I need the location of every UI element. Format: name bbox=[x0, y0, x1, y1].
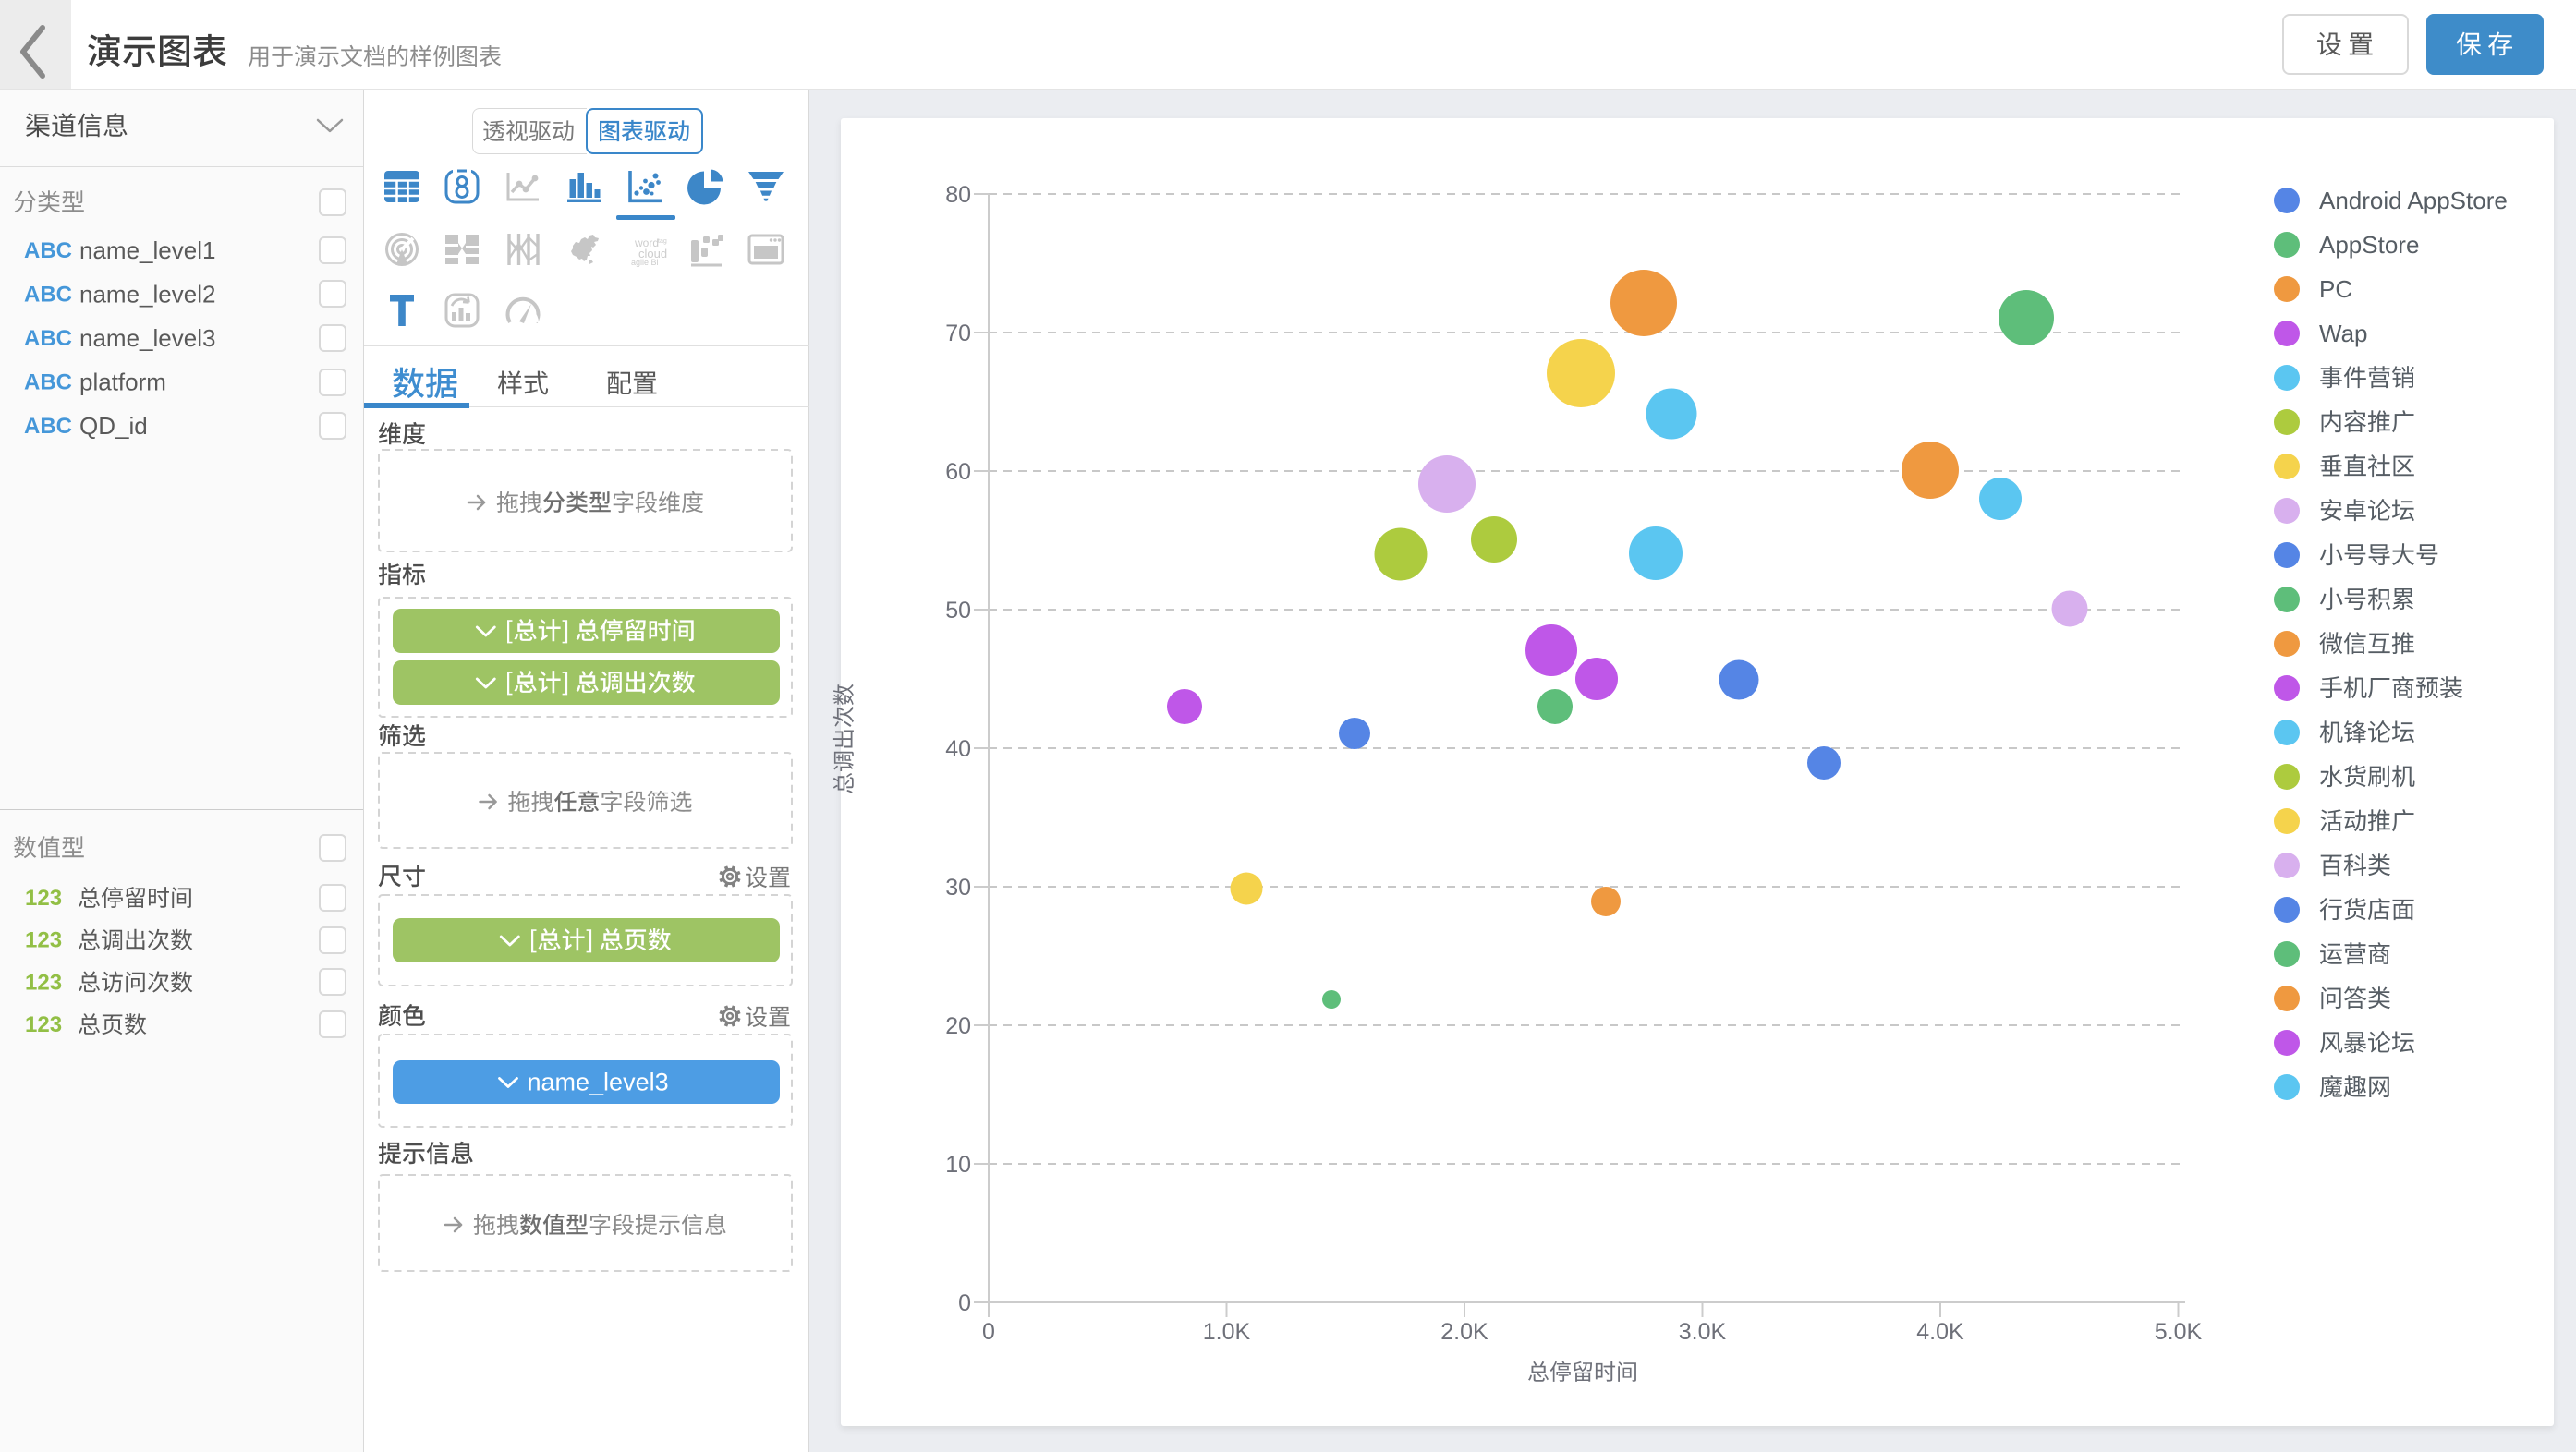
svg-text:name_level2: name_level2 bbox=[79, 281, 215, 309]
svg-text:name_level1: name_level1 bbox=[79, 236, 215, 264]
svg-text:ABC: ABC bbox=[24, 414, 72, 439]
svg-text:QD_id: QD_id bbox=[79, 412, 148, 440]
svg-text:0: 0 bbox=[982, 1319, 995, 1345]
svg-text:tag: tag bbox=[658, 238, 667, 245]
svg-text:2.0K: 2.0K bbox=[1440, 1319, 1488, 1345]
svg-text:4.0K: 4.0K bbox=[1916, 1319, 1964, 1345]
svg-text:123: 123 bbox=[25, 1012, 62, 1037]
svg-text:20: 20 bbox=[945, 1013, 971, 1039]
svg-text:10: 10 bbox=[945, 1152, 971, 1178]
svg-text:ABC: ABC bbox=[24, 238, 72, 263]
svg-text:123: 123 bbox=[25, 886, 62, 911]
svg-text:0: 0 bbox=[958, 1290, 971, 1316]
svg-text:cloud: cloud bbox=[638, 247, 667, 260]
svg-text:30: 30 bbox=[945, 875, 971, 901]
svg-text:Wap: Wap bbox=[2319, 320, 2368, 347]
svg-text:PC: PC bbox=[2319, 275, 2352, 303]
svg-text:50: 50 bbox=[945, 598, 971, 623]
svg-text:name_level3: name_level3 bbox=[528, 1069, 669, 1096]
svg-text:name_level3: name_level3 bbox=[79, 324, 215, 352]
svg-text:60: 60 bbox=[945, 459, 971, 485]
svg-text:Android AppStore: Android AppStore bbox=[2319, 187, 2508, 214]
svg-text:1.0K: 1.0K bbox=[1203, 1319, 1251, 1345]
svg-text:80: 80 bbox=[945, 182, 971, 208]
svg-text:123: 123 bbox=[25, 928, 62, 953]
svg-text:ABC: ABC bbox=[24, 283, 72, 308]
svg-text:123: 123 bbox=[25, 970, 62, 995]
svg-text:ABC: ABC bbox=[24, 370, 72, 395]
svg-text:ABC: ABC bbox=[24, 326, 72, 351]
svg-text:AppStore: AppStore bbox=[2319, 231, 2419, 259]
svg-text:3.0K: 3.0K bbox=[1679, 1319, 1727, 1345]
svg-text:word: word bbox=[634, 236, 659, 249]
svg-text:5.0K: 5.0K bbox=[2155, 1319, 2203, 1345]
svg-text:70: 70 bbox=[945, 321, 971, 346]
svg-text:40: 40 bbox=[945, 736, 971, 762]
svg-text:platform: platform bbox=[79, 369, 166, 396]
svg-text:agile Bi: agile Bi bbox=[631, 258, 659, 267]
